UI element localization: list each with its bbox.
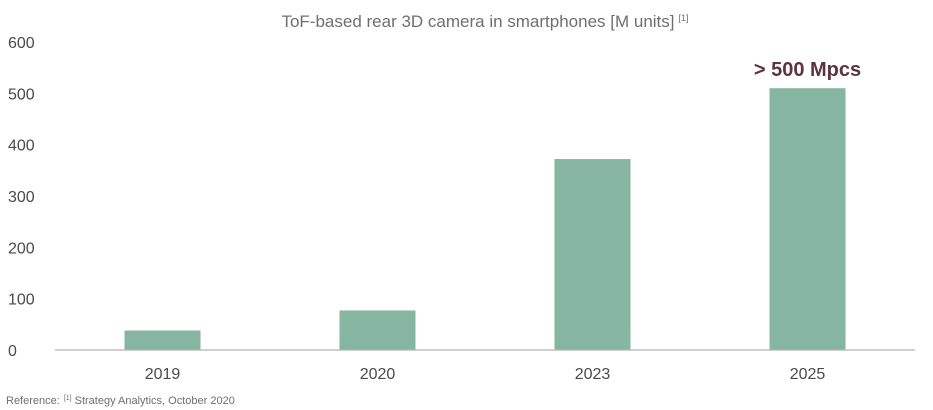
y-axis-tick-labels: 0 100 200 300 400 500 600 <box>8 35 35 360</box>
x-tick-label: 2025 <box>790 366 826 383</box>
y-tick-label: 100 <box>8 292 35 309</box>
bar-2023 <box>554 159 631 350</box>
x-tick-label: 2019 <box>145 366 181 383</box>
bar-2020 <box>339 310 416 350</box>
y-tick-label: 300 <box>8 189 35 206</box>
x-tick-label: 2023 <box>575 366 611 383</box>
x-tick-label: 2020 <box>360 366 396 383</box>
y-tick-label: 500 <box>8 86 35 103</box>
y-tick-label: 400 <box>8 138 35 155</box>
bar-2019 <box>124 330 201 350</box>
chart-title-text: ToF-based rear 3D camera in smartphones … <box>281 12 674 31</box>
reference-prefix: Reference: <box>6 395 60 407</box>
bar-series <box>124 88 846 350</box>
x-axis-tick-labels: 2019 2020 2023 2025 <box>145 366 826 383</box>
y-tick-label: 0 <box>8 343 17 360</box>
annotation-label: > 500 Mpcs <box>754 59 861 81</box>
annotation-layer: > 500 Mpcs <box>754 59 861 81</box>
reference-source: Strategy Analytics, October 2020 <box>75 395 235 407</box>
reference-note: Reference: [1] Strategy Analytics, October… <box>6 395 235 407</box>
chart-title: ToF-based rear 3D camera in smartphones … <box>281 12 688 31</box>
y-tick-label: 200 <box>8 240 35 257</box>
bar-2025 <box>769 88 846 350</box>
reference-superscript: [1] <box>64 395 72 402</box>
y-tick-label: 600 <box>8 35 35 52</box>
chart-title-superscript: [1] <box>679 13 689 23</box>
